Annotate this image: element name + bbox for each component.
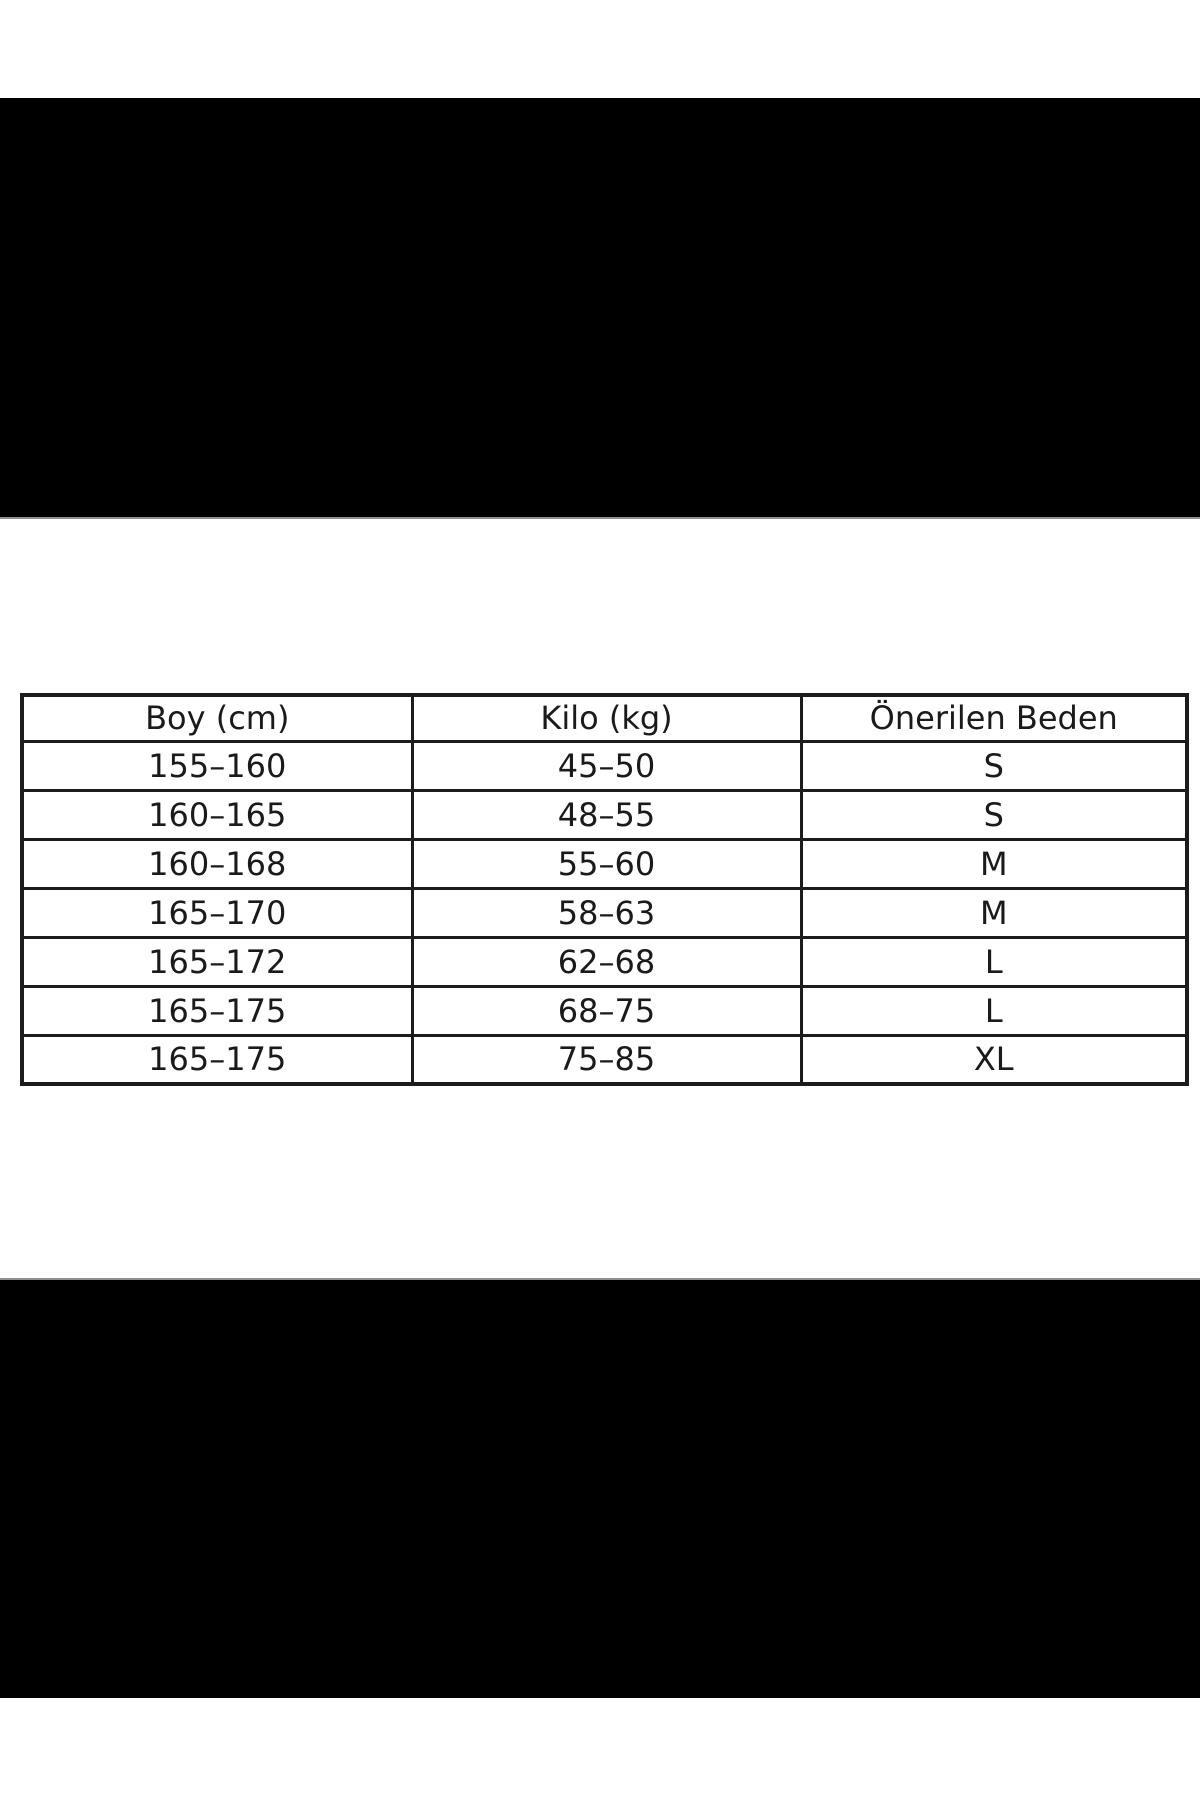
- table-row: 160–165 48–55 S: [20, 788, 1189, 841]
- column-header-recommended-size: Önerilen Beden: [799, 693, 1189, 743]
- weight-range-cell: 75–85: [410, 1033, 803, 1086]
- height-range-cell: 165–172: [20, 935, 414, 988]
- weight-range-cell: 68–75: [410, 984, 803, 1037]
- size-cell: M: [799, 886, 1189, 939]
- table-row: 165–170 58–63 M: [20, 886, 1189, 939]
- height-range-cell: 155–160: [20, 739, 414, 792]
- top-letterbox-bar: [0, 98, 1200, 519]
- weight-range-cell: 62–68: [410, 935, 803, 988]
- size-cell: L: [799, 984, 1189, 1037]
- column-header-height: Boy (cm): [20, 693, 414, 743]
- size-cell: XL: [799, 1033, 1189, 1086]
- size-chart-section: Boy (cm) Kilo (kg) Önerilen Beden 155–16…: [0, 519, 1200, 1278]
- top-white-margin: [0, 0, 1200, 98]
- table-row: 165–172 62–68 L: [20, 935, 1189, 988]
- size-cell: S: [799, 788, 1189, 841]
- table-row: 165–175 75–85 XL: [20, 1033, 1189, 1086]
- size-chart-body: 155–160 45–50 S 160–165 48–55 S 160–168 …: [20, 739, 1189, 1086]
- size-cell: S: [799, 739, 1189, 792]
- height-range-cell: 160–165: [20, 788, 414, 841]
- weight-range-cell: 48–55: [410, 788, 803, 841]
- weight-range-cell: 58–63: [410, 886, 803, 939]
- size-cell: L: [799, 935, 1189, 988]
- weight-range-cell: 45–50: [410, 739, 803, 792]
- bottom-white-margin: [0, 1698, 1200, 1800]
- height-range-cell: 165–175: [20, 984, 414, 1037]
- table-row: 155–160 45–50 S: [20, 739, 1189, 792]
- height-range-cell: 160–168: [20, 837, 414, 890]
- size-chart-header: Boy (cm) Kilo (kg) Önerilen Beden: [20, 693, 1189, 743]
- size-cell: M: [799, 837, 1189, 890]
- height-range-cell: 165–170: [20, 886, 414, 939]
- column-header-weight: Kilo (kg): [410, 693, 803, 743]
- table-row: 165–175 68–75 L: [20, 984, 1189, 1037]
- table-row: 160–168 55–60 M: [20, 837, 1189, 890]
- bottom-letterbox-bar: [0, 1278, 1200, 1698]
- height-range-cell: 165–175: [20, 1033, 414, 1086]
- size-chart-table: Boy (cm) Kilo (kg) Önerilen Beden 155–16…: [20, 693, 1189, 1086]
- header-row: Boy (cm) Kilo (kg) Önerilen Beden: [20, 693, 1189, 743]
- weight-range-cell: 55–60: [410, 837, 803, 890]
